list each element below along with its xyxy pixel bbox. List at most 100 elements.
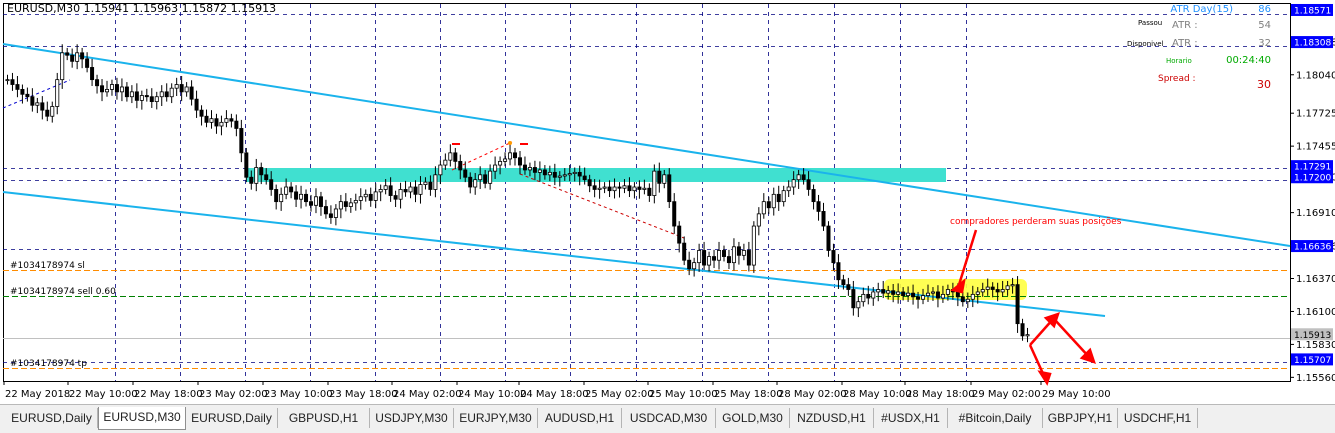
candle xyxy=(886,285,891,300)
trend-line-2[interactable] xyxy=(451,141,513,171)
candle xyxy=(438,160,443,185)
candle xyxy=(662,169,667,189)
candle xyxy=(368,187,373,207)
chart-tab[interactable]: #USDX,H1 xyxy=(874,408,948,428)
price-marker-box xyxy=(1291,171,1333,184)
symbol-header: EURUSD,M30 1.15941 1.15963 1.15872 1.159… xyxy=(7,2,276,15)
candle xyxy=(627,177,632,198)
candle xyxy=(448,144,453,167)
candle xyxy=(323,199,328,219)
candle xyxy=(811,184,816,210)
annotation-arrows[interactable] xyxy=(950,229,1096,386)
candle xyxy=(294,185,299,208)
candle xyxy=(119,78,124,102)
candle xyxy=(567,165,572,182)
candle xyxy=(373,183,378,209)
candle xyxy=(1000,280,1005,297)
resistance-zone[interactable] xyxy=(246,168,946,182)
candle xyxy=(35,97,40,114)
candle xyxy=(289,182,294,199)
candle xyxy=(493,156,498,179)
candle xyxy=(498,156,503,175)
chart-tab[interactable]: EURUSD,Daily xyxy=(6,408,98,428)
disponivel-value: 32 xyxy=(1258,38,1271,49)
candle xyxy=(582,167,587,185)
candle xyxy=(577,165,582,186)
chart-tab[interactable]: USDCAD,M30 xyxy=(622,408,716,428)
chart-area[interactable]: EURUSD,M30 1.15941 1.15963 1.15872 1.159… xyxy=(0,0,1335,404)
time-tick-label: 23 May 10:00 xyxy=(264,389,333,400)
candle xyxy=(935,285,940,308)
candle xyxy=(826,221,831,257)
order-tp-label: #1034178974 tp xyxy=(10,359,87,369)
chart-tab[interactable]: USDCHF,H1 xyxy=(1118,408,1198,428)
price-tick-label: 1.16910 xyxy=(1296,208,1335,219)
candle xyxy=(707,251,712,272)
chart-tab[interactable]: EURUSD,Daily xyxy=(186,408,278,428)
candle xyxy=(184,82,189,97)
candle xyxy=(746,241,751,272)
candle xyxy=(299,185,304,209)
candle xyxy=(249,170,254,190)
candle xyxy=(124,82,129,102)
chart-tab[interactable]: GBPUSD,H1 xyxy=(278,408,370,428)
chart-tab[interactable]: EURJPY,M30 xyxy=(454,408,538,428)
candle xyxy=(921,288,926,305)
candle xyxy=(692,257,697,277)
chart-tab[interactable]: #Bitcoin,Daily xyxy=(948,408,1043,428)
arrow-down-right[interactable] xyxy=(1054,319,1091,359)
time-tick-label: 29 May 10:00 xyxy=(1042,389,1111,400)
candle xyxy=(224,110,229,128)
horario-value: 00:24:40 xyxy=(1226,55,1271,66)
candle xyxy=(861,287,866,307)
price-marker-label: 1.17291 xyxy=(1294,163,1331,173)
chart-tab[interactable]: USDJPY,M30 xyxy=(370,408,454,428)
candle xyxy=(45,101,50,122)
annotation-text: compradores perderam suas posições xyxy=(950,217,1122,227)
candle xyxy=(433,166,438,198)
candle xyxy=(458,154,463,180)
candle xyxy=(229,113,234,128)
candle xyxy=(423,177,428,190)
candle xyxy=(930,287,935,301)
trend-line-3[interactable] xyxy=(519,173,685,239)
candle xyxy=(254,158,259,192)
arrow-annotation[interactable] xyxy=(956,229,978,289)
candle xyxy=(378,184,383,202)
chart-tab[interactable]: GBPJPY,H1 xyxy=(1043,408,1118,428)
candle xyxy=(876,282,881,302)
candle xyxy=(652,164,657,204)
candle xyxy=(453,147,458,170)
chart-tab[interactable]: AUDUSD,H1 xyxy=(538,408,622,428)
candle xyxy=(985,278,990,296)
chart-tab[interactable]: EURUSD,M30 xyxy=(98,407,186,430)
chart-tab[interactable]: GOLD,M30 xyxy=(716,408,790,428)
candle xyxy=(617,182,622,198)
candles xyxy=(5,44,1030,343)
candle xyxy=(597,179,602,199)
candle xyxy=(796,169,801,189)
candle xyxy=(871,287,876,306)
channel-upper-line[interactable] xyxy=(2,43,1291,247)
candle xyxy=(761,193,766,219)
candle xyxy=(657,162,662,193)
spread-label: Spread : xyxy=(1158,74,1196,84)
candle xyxy=(313,188,318,214)
price-marker-box xyxy=(1291,240,1333,253)
candle xyxy=(572,167,577,182)
candle xyxy=(975,287,980,304)
chart-tab[interactable]: NZDUSD,H1 xyxy=(790,408,874,428)
candle xyxy=(776,185,781,211)
candle xyxy=(896,283,901,304)
candle xyxy=(333,204,338,226)
arrow-annotation-head xyxy=(950,277,966,294)
candle xyxy=(264,168,269,185)
candle xyxy=(234,114,239,137)
candle xyxy=(503,152,508,167)
atr-day-value: 86 xyxy=(1258,4,1271,15)
price-axis[interactable]: 1.18308 1.18040 1.17725 1.17455 1.17200 1.169… xyxy=(1290,3,1335,384)
candle xyxy=(30,88,35,112)
price-chart[interactable]: EURUSD,M30 1.15941 1.15963 1.15872 1.159… xyxy=(0,0,1335,404)
candle xyxy=(672,193,677,234)
